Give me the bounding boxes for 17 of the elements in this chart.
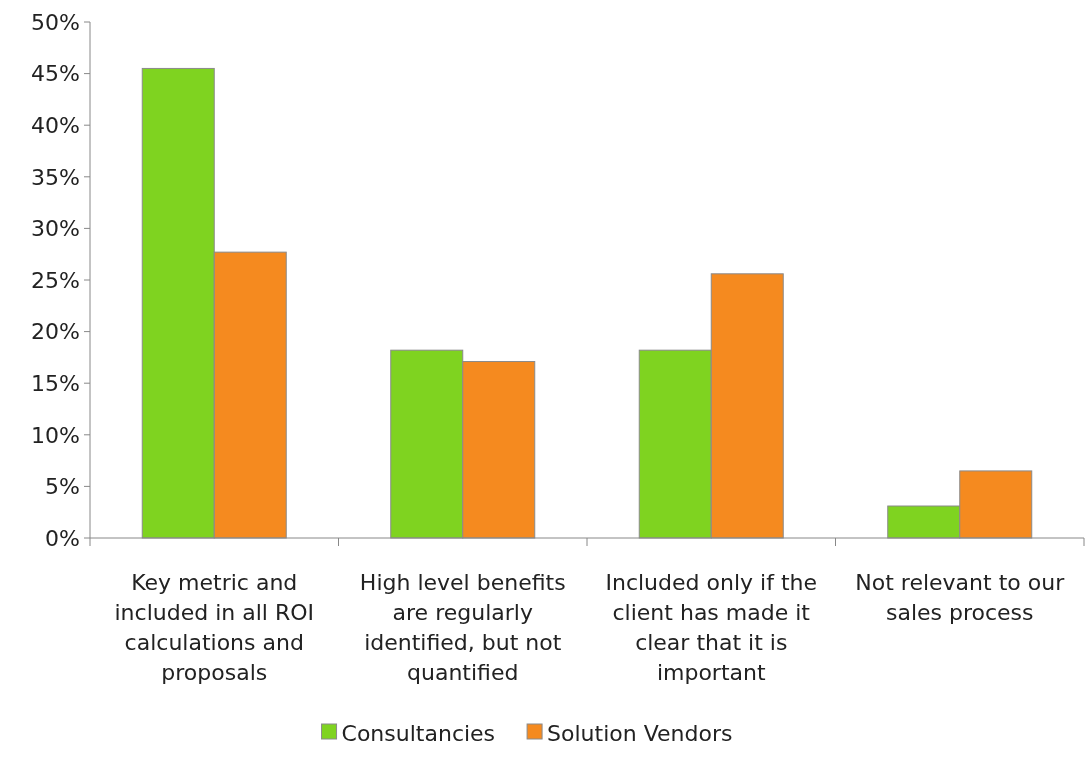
y-tick-label: 0%	[45, 525, 80, 551]
y-tick-label: 35%	[31, 164, 80, 190]
x-tick-label: Not relevant to our sales process	[855, 570, 1066, 625]
legend-label: Consultancies	[341, 720, 496, 746]
legend-label: Solution Vendors	[547, 720, 733, 746]
y-tick-label: 5%	[45, 474, 80, 500]
y-tick-label: 25%	[31, 267, 80, 293]
y-tick-label: 50%	[31, 9, 80, 35]
y-tick-label: 40%	[31, 112, 80, 138]
x-tick-label: Included only if the client has made it clear that it is important	[605, 570, 818, 685]
x-tick-label: Key metric and included in all ROI calculations and proposals	[114, 570, 315, 685]
y-tick-label: 10%	[31, 422, 80, 448]
x-tick-label: High level benefits are regularly identified, but not quantified	[359, 570, 566, 685]
y-tick-label: 30%	[31, 216, 80, 242]
y-tick-label: 45%	[31, 61, 80, 87]
y-tick-label: 20%	[31, 319, 80, 345]
y-tick-label: 15%	[31, 370, 80, 396]
